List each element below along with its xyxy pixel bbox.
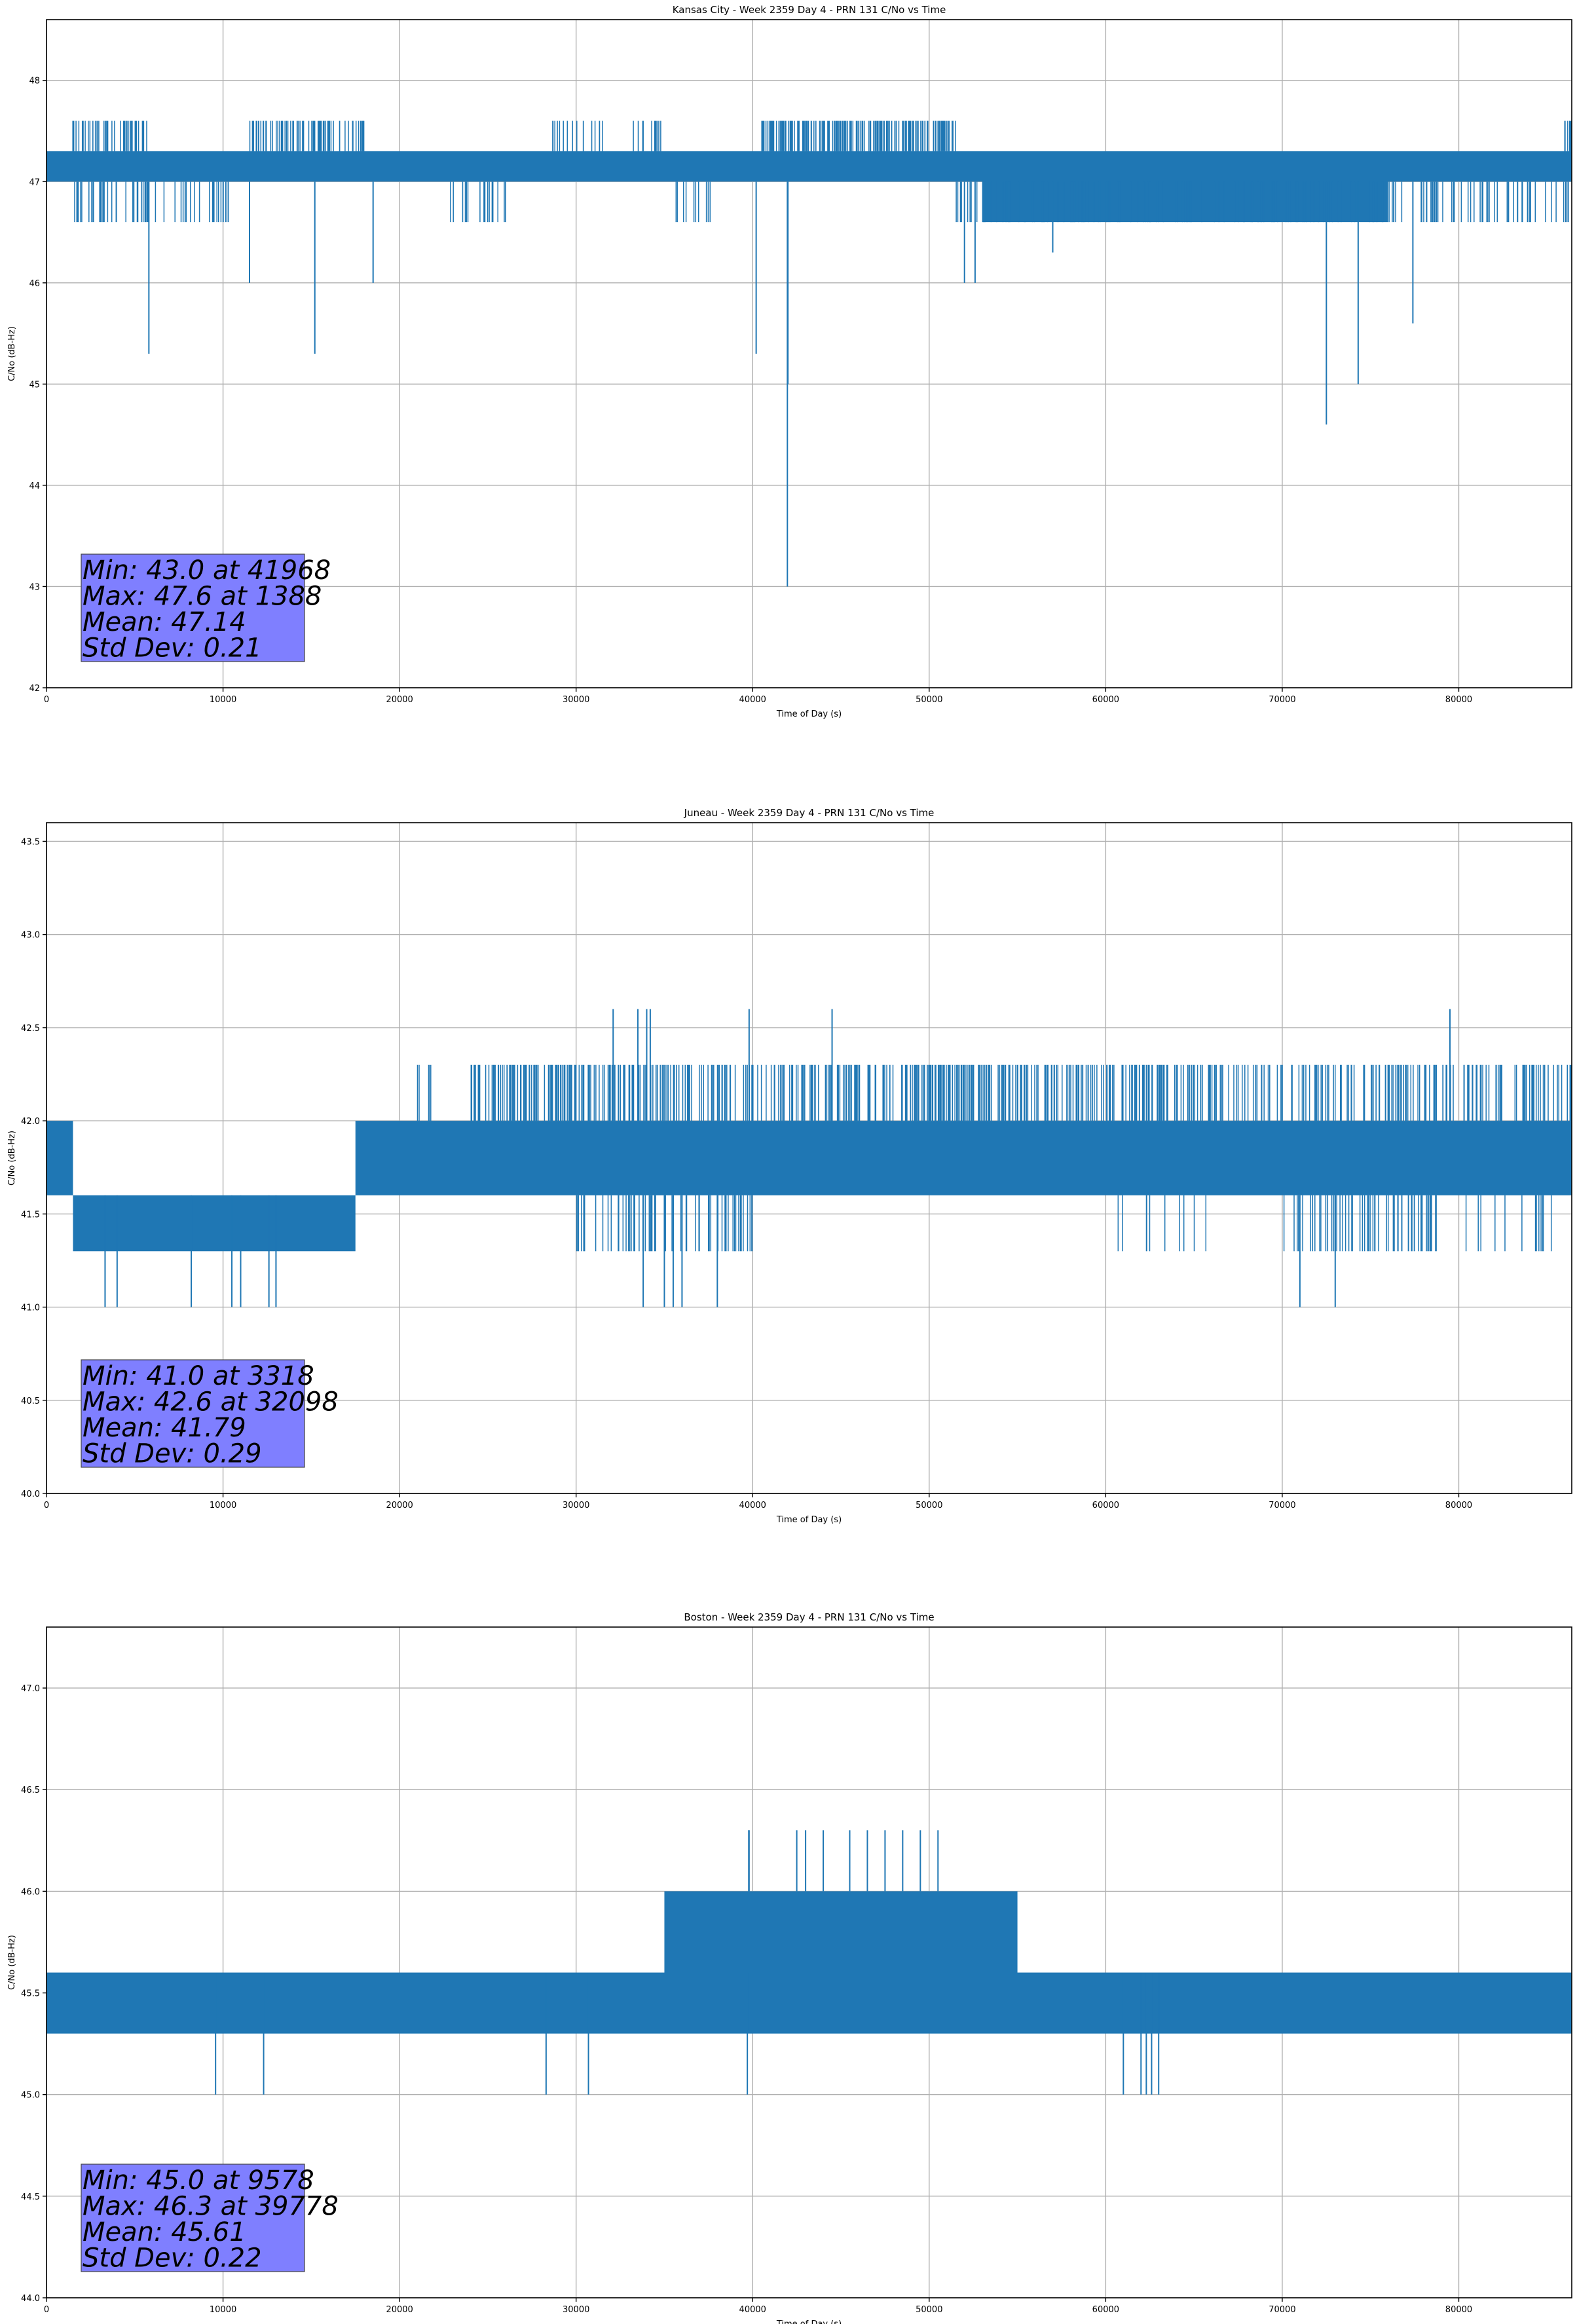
x-tick-label: 60000	[1092, 1501, 1119, 1510]
stat-std: Std Dev: 0.22	[83, 2243, 262, 2274]
y-tick-label: 45.0	[21, 2091, 40, 2101]
x-tick-label: 10000	[210, 1501, 236, 1510]
x-tick-label: 40000	[739, 695, 766, 705]
y-tick-label: 44.5	[21, 2192, 40, 2202]
y-tick-label: 43.5	[21, 837, 40, 847]
x-tick-label: 70000	[1269, 2305, 1295, 2315]
x-tick-label: 80000	[1445, 1501, 1472, 1510]
y-tick-label: 41.5	[21, 1210, 40, 1220]
x-tick-label: 0	[44, 1501, 49, 1510]
x-tick-label: 70000	[1269, 1501, 1295, 1510]
chart-kansas-city: 0 10000 20000 30000 40000 50000 60000 70000 8000…	[7, 4, 1572, 719]
stat-min: Min: 41.0 at 3318	[83, 1361, 314, 1391]
stat-mean: Mean: 41.79	[83, 1413, 246, 1443]
y-tick-label: 46.0	[21, 1887, 40, 1897]
stat-std: Std Dev: 0.21	[83, 633, 262, 664]
x-tick-label: 40000	[739, 2305, 766, 2315]
stat-max: Max: 47.6 at 1388	[83, 582, 322, 612]
x-axis-label: Time of Day (s)	[776, 1515, 842, 1525]
stat-max: Max: 42.6 at 32098	[83, 1387, 339, 1417]
x-axis: 0 10000 20000 30000 40000 50000 60000 70000 8000…	[44, 688, 1472, 705]
x-tick-label: 40000	[739, 1501, 766, 1510]
y-tick-label: 47	[29, 178, 40, 187]
chart-juneau: 0 10000 20000 30000 40000 50000 60000 70000 8000…	[7, 807, 1572, 1525]
x-tick-label: 30000	[563, 2305, 589, 2315]
y-tick-label: 46.5	[21, 1786, 40, 1795]
stat-max: Max: 46.3 at 39778	[83, 2192, 339, 2222]
x-tick-label: 60000	[1092, 695, 1119, 705]
x-tick-label: 50000	[916, 2305, 942, 2315]
y-tick-label: 45.5	[21, 1989, 40, 1999]
y-axis: 40.0 40.5 41.0 41.5 42.0 42.5 43.0 43.5	[21, 837, 46, 1499]
x-axis: 0 10000 20000 30000 40000 50000 60000 70000 8000…	[44, 2298, 1472, 2315]
y-tick-label: 46	[29, 279, 40, 289]
x-tick-label: 20000	[386, 695, 413, 705]
y-tick-label: 48	[29, 77, 40, 86]
stats-box-background	[81, 553, 305, 662]
chart-boston: 0 10000 20000 30000 40000 50000 60000 70000 8000…	[7, 1611, 1572, 2324]
data-series	[46, 1009, 1572, 1307]
x-tick-label: 50000	[916, 1501, 942, 1510]
x-tick-label: 80000	[1445, 2305, 1472, 2315]
stats-box-background	[81, 1359, 305, 1468]
x-tick-label: 30000	[563, 1501, 589, 1510]
plot-frame	[46, 1626, 1572, 2298]
y-tick-label: 42.0	[21, 1117, 40, 1127]
stats-box-background	[81, 2164, 305, 2272]
y-tick-label: 47.0	[21, 1684, 40, 1694]
y-tick-label: 41.0	[21, 1303, 40, 1313]
stat-min: Min: 43.0 at 41968	[83, 555, 331, 586]
y-axis: 42 43 44 45 46 47 48	[29, 77, 46, 694]
x-tick-label: 50000	[916, 695, 942, 705]
x-tick-label: 30000	[563, 695, 589, 705]
x-tick-label: 70000	[1269, 695, 1295, 705]
stat-std: Std Dev: 0.29	[83, 1439, 262, 1469]
data-band	[46, 1121, 1572, 1252]
x-tick-label: 10000	[210, 2305, 236, 2315]
y-axis-label: C/No (dB-Hz)	[7, 326, 17, 381]
data-spikes	[72, 121, 1572, 223]
x-tick-label: 0	[44, 2305, 49, 2315]
y-tick-label: 43	[29, 582, 40, 592]
plot-frame	[46, 822, 1572, 1494]
x-tick-label: 0	[44, 695, 49, 705]
data-band	[46, 1891, 1572, 2034]
y-tick-label: 44.0	[21, 2294, 40, 2304]
chart-title: Boston - Week 2359 Day 4 - PRN 131 C/No …	[684, 1611, 934, 1623]
x-tick-label: 20000	[386, 2305, 413, 2315]
chart-title: Juneau - Week 2359 Day 4 - PRN 131 C/No …	[684, 807, 935, 819]
y-tick-label: 45	[29, 380, 40, 390]
x-tick-label: 80000	[1445, 695, 1472, 705]
y-tick-label: 43.0	[21, 931, 40, 941]
y-tick-label: 40.5	[21, 1396, 40, 1406]
data-spikes	[417, 1064, 1572, 1252]
x-axis-label: Time of Day (s)	[776, 709, 842, 719]
x-tick-label: 20000	[386, 1501, 413, 1510]
stat-mean: Mean: 45.61	[83, 2217, 246, 2247]
stat-mean: Mean: 47.14	[83, 607, 246, 637]
plot-frame	[46, 19, 1572, 688]
y-axis-label: C/No (dB-Hz)	[7, 1131, 17, 1186]
data-series	[46, 1830, 1572, 2095]
x-tick-label: 10000	[210, 695, 236, 705]
y-tick-label: 40.0	[21, 1490, 40, 1499]
y-tick-label: 44	[29, 481, 40, 491]
stat-min: Min: 45.0 at 9578	[83, 2165, 314, 2196]
y-tick-label: 42	[29, 684, 40, 694]
y-axis: 44.0 44.5 45.0 45.5 46.0 46.5 47.0	[21, 1684, 46, 2304]
data-series	[46, 121, 1572, 587]
x-axis: 0 10000 20000 30000 40000 50000 60000 70000 8000…	[44, 1493, 1472, 1510]
x-axis-label: Time of Day (s)	[776, 2319, 842, 2324]
y-tick-label: 42.5	[21, 1024, 40, 1034]
x-tick-label: 60000	[1092, 2305, 1119, 2315]
y-axis-label: C/No (dB-Hz)	[7, 1935, 17, 1990]
chart-title: Kansas City - Week 2359 Day 4 - PRN 131 …	[673, 4, 946, 16]
